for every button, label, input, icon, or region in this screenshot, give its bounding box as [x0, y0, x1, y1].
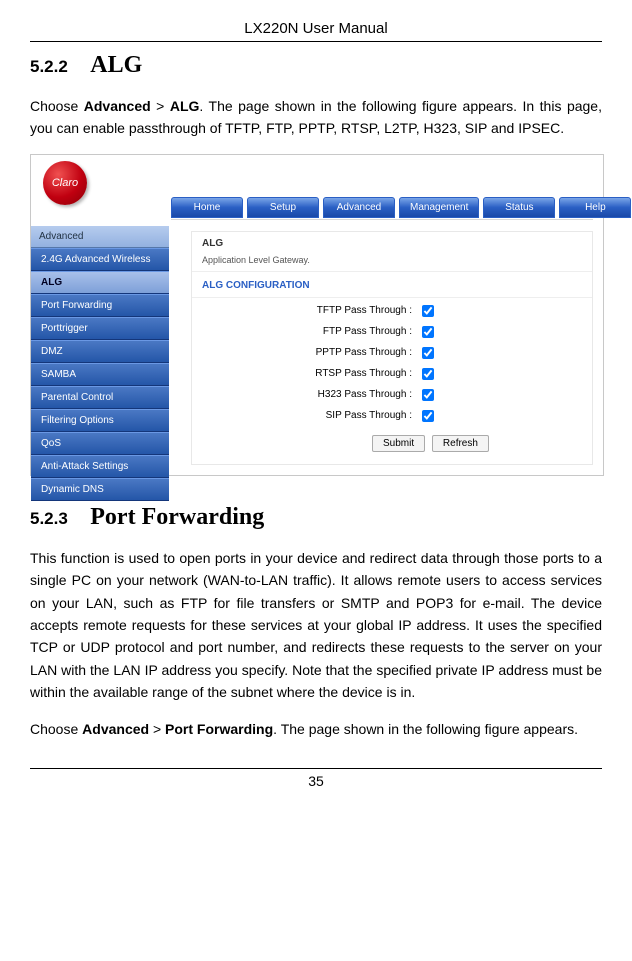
nav-home[interactable]: Home: [171, 197, 243, 218]
nav-management[interactable]: Management: [399, 197, 479, 218]
config-title: ALG CONFIGURATION: [202, 280, 582, 291]
breadcrumb-advanced: Advanced: [84, 98, 151, 114]
panel-title: ALG: [202, 238, 582, 249]
content-panel: ALG Application Level Gateway. ALG CONFI…: [191, 231, 593, 465]
form-label-1: FTP Pass Through :: [192, 326, 418, 337]
breadcrumb-advanced-2: Advanced: [82, 721, 149, 737]
section-1-paragraph: Choose Advanced > ALG. The page shown in…: [30, 95, 602, 140]
checkbox-0[interactable]: [422, 305, 434, 317]
sidebar-item-4[interactable]: DMZ: [31, 340, 169, 363]
form-label-4: H323 Pass Through :: [192, 389, 418, 400]
text-pre: Choose: [30, 98, 84, 114]
form-row-5: SIP Pass Through :: [192, 407, 592, 425]
text-pre-2: Choose: [30, 721, 82, 737]
form-label-3: RTSP Pass Through :: [192, 368, 418, 379]
claro-logo: Claro: [43, 161, 87, 205]
logo-area: Claro: [43, 161, 87, 205]
checkbox-3[interactable]: [422, 368, 434, 380]
panel-rule1: [192, 271, 592, 272]
section-1-number: 5.2.2: [30, 57, 68, 77]
sidebar-item-5[interactable]: SAMBA: [31, 363, 169, 386]
nav-status[interactable]: Status: [483, 197, 555, 218]
panel-sub: Application Level Gateway.: [202, 255, 582, 265]
sidebar-item-1[interactable]: ALG: [31, 271, 169, 294]
sidebar-item-3[interactable]: Porttrigger: [31, 317, 169, 340]
section-2-paragraph-2: Choose Advanced > Port Forwarding. The p…: [30, 718, 602, 740]
header-rule: [30, 41, 602, 42]
page-number: 35: [30, 773, 602, 789]
doc-header: LX220N User Manual: [30, 20, 602, 37]
sidebar-head: Advanced: [31, 225, 169, 248]
breadcrumb-gt-2: >: [149, 721, 165, 737]
nav-rule: [171, 219, 593, 220]
form-row-0: TFTP Pass Through :: [192, 302, 592, 320]
sidebar-item-6[interactable]: Parental Control: [31, 386, 169, 409]
button-row: Submit Refresh: [372, 435, 592, 452]
router-ui-screenshot: Claro Home Setup Advanced Management Sta…: [30, 154, 604, 476]
form-row-2: PPTP Pass Through :: [192, 344, 592, 362]
breadcrumb-gt: >: [151, 98, 170, 114]
breadcrumb-portfwd: Port Forwarding: [165, 721, 273, 737]
section-2-number: 5.2.3: [30, 509, 68, 529]
submit-button[interactable]: Submit: [372, 435, 425, 452]
sidebar-item-0[interactable]: 2.4G Advanced Wireless: [31, 248, 169, 271]
panel-rule2: [192, 297, 592, 298]
checkbox-2[interactable]: [422, 347, 434, 359]
form-label-2: PPTP Pass Through :: [192, 347, 418, 358]
form-label-5: SIP Pass Through :: [192, 410, 418, 421]
section-1-title: ALG: [90, 52, 142, 79]
nav-help[interactable]: Help: [559, 197, 631, 218]
refresh-button[interactable]: Refresh: [432, 435, 489, 452]
form-label-0: TFTP Pass Through :: [192, 305, 418, 316]
section-2-paragraph-1: This function is used to open ports in y…: [30, 547, 602, 704]
checkbox-4[interactable]: [422, 389, 434, 401]
checkbox-1[interactable]: [422, 326, 434, 338]
section-2-title: Port Forwarding: [90, 504, 264, 531]
section-2-heading: 5.2.3 Port Forwarding: [30, 504, 602, 531]
form-row-4: H323 Pass Through :: [192, 386, 592, 404]
sidebar-item-8[interactable]: QoS: [31, 432, 169, 455]
sidebar: Advanced 2.4G Advanced WirelessALGPort F…: [31, 225, 169, 501]
sidebar-item-7[interactable]: Filtering Options: [31, 409, 169, 432]
text-post-2: . The page shown in the following figure…: [273, 721, 578, 737]
form-row-1: FTP Pass Through :: [192, 323, 592, 341]
top-nav: Home Setup Advanced Management Status He…: [171, 197, 631, 218]
footer-rule: [30, 768, 602, 769]
sidebar-item-9[interactable]: Anti-Attack Settings: [31, 455, 169, 478]
checkbox-5[interactable]: [422, 410, 434, 422]
sidebar-item-2[interactable]: Port Forwarding: [31, 294, 169, 317]
sidebar-item-10[interactable]: Dynamic DNS: [31, 478, 169, 501]
section-1-heading: 5.2.2 ALG: [30, 52, 602, 79]
nav-advanced[interactable]: Advanced: [323, 197, 395, 218]
breadcrumb-alg: ALG: [170, 98, 200, 114]
nav-setup[interactable]: Setup: [247, 197, 319, 218]
form-row-3: RTSP Pass Through :: [192, 365, 592, 383]
